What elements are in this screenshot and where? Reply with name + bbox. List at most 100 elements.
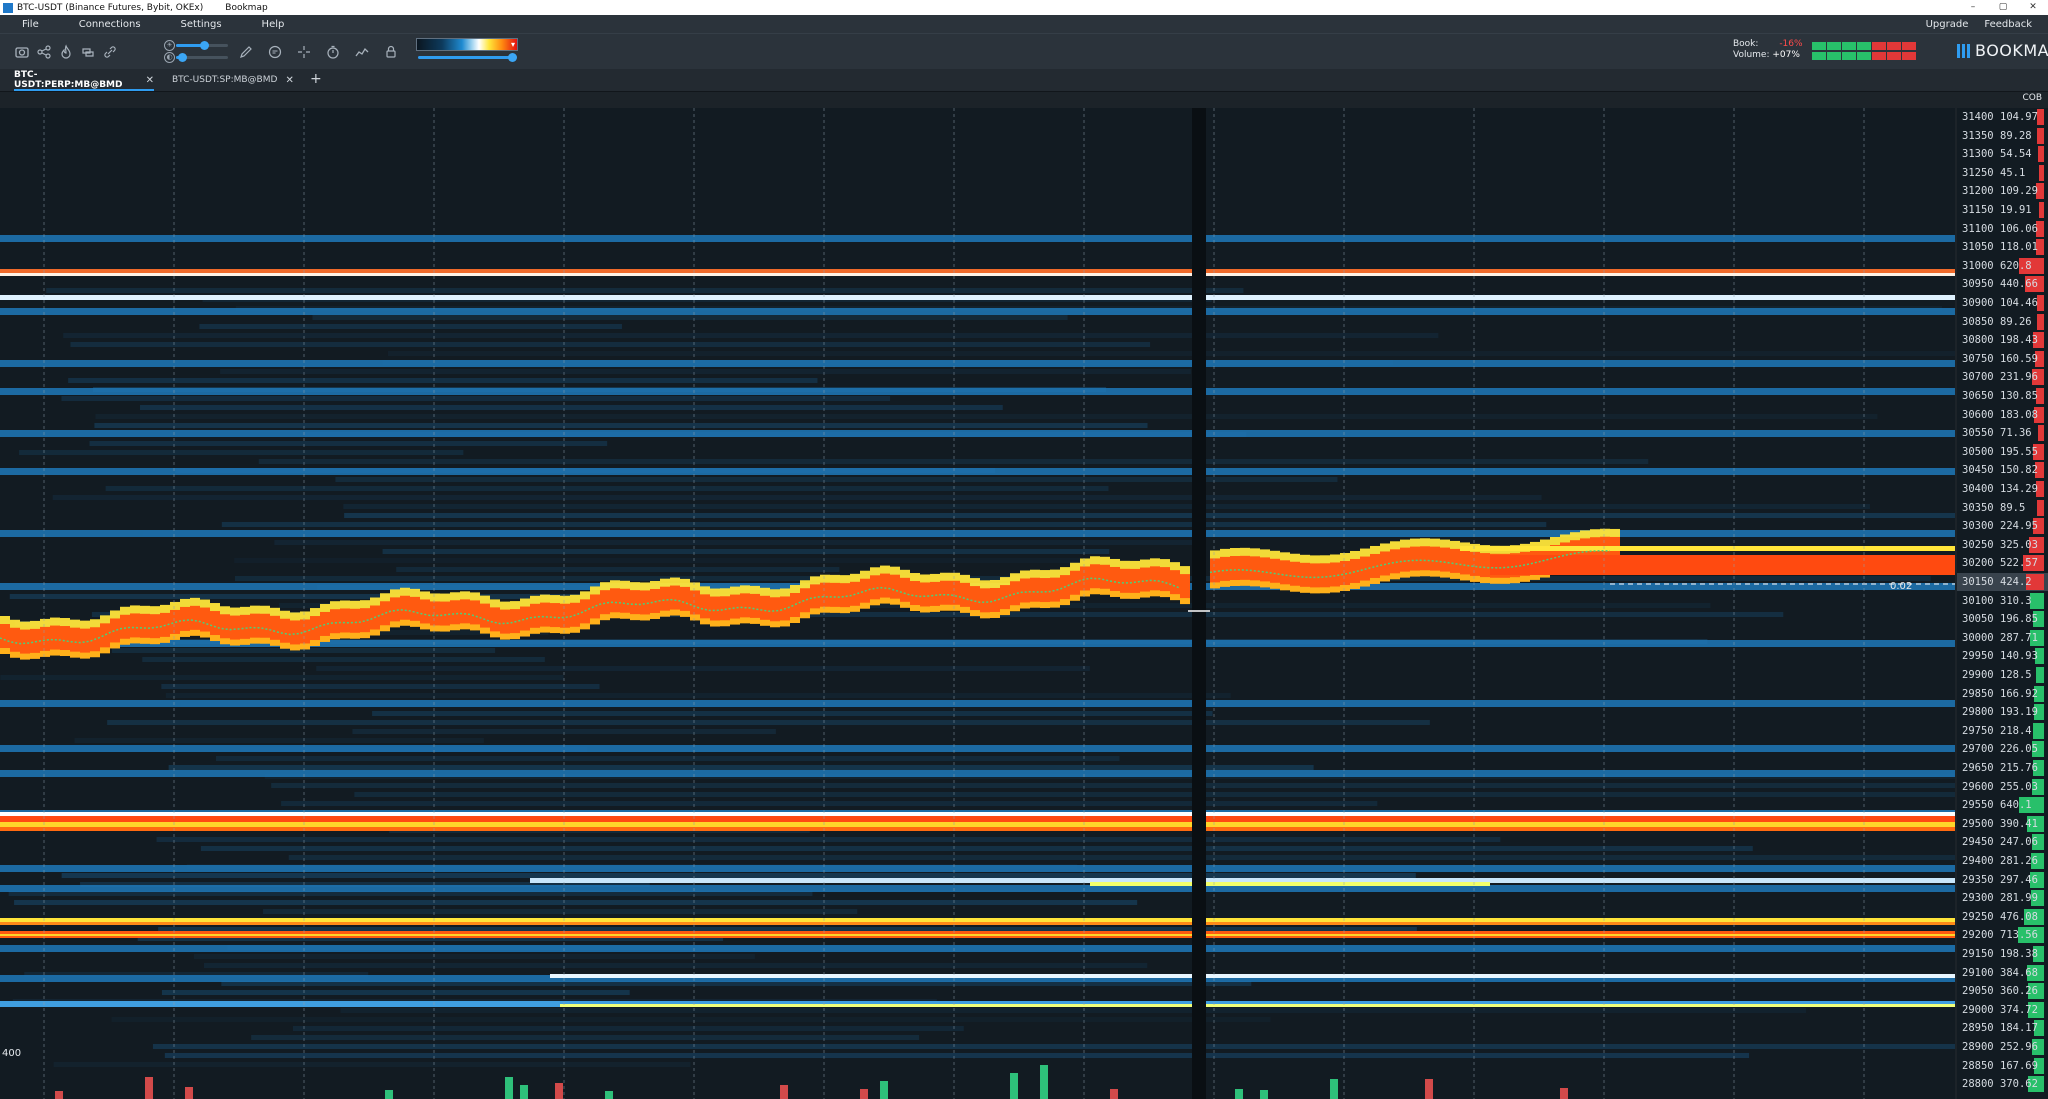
ladder-row[interactable]: 28950 184.17 (1957, 1019, 2048, 1037)
trade-heat (970, 586, 980, 613)
ladder-row[interactable]: 29350 297.46 (1957, 871, 2048, 889)
ladder-row[interactable]: 30200 522.57 (1957, 554, 2048, 572)
ladder-row[interactable]: 30300 224.95 (1957, 517, 2048, 535)
ladder-row[interactable]: 29050 360.26 (1957, 982, 2048, 1000)
ladder-row[interactable]: 30100 310.3 (1957, 592, 2048, 610)
upper-threshold-slider[interactable] (176, 41, 228, 50)
ladder-row[interactable]: 29800 193.19 (1957, 703, 2048, 721)
ladder-row[interactable]: 30550 71.36 (1957, 424, 2048, 442)
close-icon[interactable]: ✕ (285, 74, 294, 86)
ladder-row[interactable]: 31350 89.28 (1957, 127, 2048, 145)
trade-heat (1110, 566, 1120, 593)
ladder-row[interactable]: 30050 196.85 (1957, 610, 2048, 628)
ladder-row[interactable]: 29950 140.93 (1957, 647, 2048, 665)
ladder-row[interactable]: 29900 128.5 (1957, 666, 2048, 684)
ladder-row[interactable]: 29400 281.26 (1957, 852, 2048, 870)
order-book-heatmap[interactable] (0, 108, 1955, 1099)
ladder-row[interactable]: 31300 54.54 (1957, 145, 2048, 163)
crosshair-icon[interactable] (295, 43, 313, 61)
ladder-row[interactable]: 30350 89.5 (1957, 499, 2048, 517)
lower-threshold-slider[interactable] (176, 53, 228, 62)
trade-heat (1410, 546, 1420, 573)
ladder-row[interactable]: 29500 390.41 (1957, 815, 2048, 833)
trade-heat (1130, 592, 1140, 599)
ladder-row[interactable]: 30400 134.29 (1957, 480, 2048, 498)
ladder-row[interactable]: 29250 476.08 (1957, 908, 2048, 926)
trade-heat (720, 620, 730, 627)
lock-icon[interactable] (382, 43, 400, 61)
layers-icon[interactable] (79, 43, 97, 61)
trade-heat (20, 653, 30, 660)
ladder-row[interactable]: 29650 215.76 (1957, 759, 2048, 777)
flame-icon[interactable] (57, 43, 75, 61)
ladder-row[interactable]: 29450 247.06 (1957, 833, 2048, 851)
trade-heat (1590, 529, 1600, 540)
ladder-row[interactable]: 29750 218.4 (1957, 722, 2048, 740)
ladder-row[interactable]: 29850 166.92 (1957, 685, 2048, 703)
add-tab-button[interactable]: + (310, 71, 322, 87)
ladder-row[interactable]: 29700 226.05 (1957, 740, 2048, 758)
maximize-button[interactable]: ▢ (1998, 2, 2008, 12)
trade-heat (1410, 570, 1420, 577)
liquidity-level (387, 351, 1955, 356)
menu-connections[interactable]: Connections (78, 18, 141, 30)
pencil-icon[interactable] (237, 43, 255, 61)
ladder-row[interactable]: 29000 374.72 (1957, 1001, 2048, 1019)
feedback-button[interactable]: Feedback (1984, 18, 2032, 30)
ladder-row[interactable]: 31150 19.91 (1957, 201, 2048, 219)
minimize-button[interactable]: – (1970, 2, 1976, 12)
ladder-row[interactable]: 30500 195.55 (1957, 443, 2048, 461)
ladder-row[interactable]: 30600 183.08 (1957, 406, 2048, 424)
tab-btc-usdt-perp[interactable]: BTC-USDT:PERP:MB@BMD ✕ (14, 69, 154, 91)
ladder-row[interactable]: 31000 620.8 (1957, 257, 2048, 275)
app-name: Bookmap (225, 2, 268, 13)
ladder-row[interactable]: 30000 287.71 (1957, 629, 2048, 647)
ladder-row[interactable]: 30800 198.43 (1957, 331, 2048, 349)
ladder-row[interactable]: 31400 104.97 (1957, 108, 2048, 126)
ladder-row[interactable]: 29600 255.03 (1957, 778, 2048, 796)
ladder-row[interactable]: 30150 424.2 (1957, 573, 2048, 591)
ladder-row[interactable]: 30950 440.66 (1957, 275, 2048, 293)
ladder-row[interactable]: 30850 89.26 (1957, 313, 2048, 331)
ladder-row[interactable]: 30700 231.96 (1957, 368, 2048, 386)
ladder-row[interactable]: 31100 106.06 (1957, 220, 2048, 238)
ladder-row[interactable]: 31250 45.1 (1957, 164, 2048, 182)
camera-icon[interactable] (13, 43, 31, 61)
ladder-row[interactable]: 29200 713.56 (1957, 926, 2048, 944)
ask-size-bar (2036, 109, 2044, 125)
heatmap-color-palette-select[interactable]: ▾ (416, 38, 518, 51)
stopwatch-icon[interactable] (324, 43, 342, 61)
ladder-row[interactable]: 28900 252.96 (1957, 1038, 2048, 1056)
close-window-button[interactable]: ✕ (2029, 2, 2037, 12)
ladder-row[interactable]: 28850 167.69 (1957, 1057, 2048, 1075)
ladder-row[interactable]: 30450 150.82 (1957, 461, 2048, 479)
menu-file[interactable]: File (22, 18, 39, 30)
ladder-row[interactable]: 30900 104.46 (1957, 294, 2048, 312)
trade-heat (790, 617, 800, 624)
palette-range-slider[interactable] (418, 53, 517, 62)
close-icon[interactable]: ✕ (145, 74, 154, 86)
ladder-row[interactable]: 30650 130.85 (1957, 387, 2048, 405)
ladder-price: 30550 (1962, 427, 1994, 440)
ladder-row[interactable]: 31200 109.29 (1957, 182, 2048, 200)
ladder-row[interactable]: 29150 198.38 (1957, 945, 2048, 963)
ladder-row[interactable]: 31050 118.01 (1957, 238, 2048, 256)
ladder-row[interactable]: 28800 370.62 (1957, 1075, 2048, 1093)
ladder-row[interactable]: 30250 325.03 (1957, 536, 2048, 554)
ladder-price: 31250 (1962, 166, 1994, 179)
ladder-row[interactable]: 29100 384.68 (1957, 964, 2048, 982)
trade-heat (1170, 594, 1180, 601)
price-ladder[interactable]: 31400 104.97 31350 89.28 31300 54.54 31250 45.1… (1957, 108, 2048, 1099)
link-icon[interactable] (101, 43, 119, 61)
menu-settings[interactable]: Settings (180, 18, 222, 30)
liquidity-level (372, 711, 1213, 716)
indicators-icon[interactable] (353, 43, 371, 61)
ladder-row[interactable]: 29550 640.1 (1957, 796, 2048, 814)
ladder-row[interactable]: 30750 160.59 (1957, 350, 2048, 368)
chat-icon[interactable] (266, 43, 284, 61)
menu-help[interactable]: Help (261, 18, 285, 30)
tab-btc-usdt-spot[interactable]: BTC-USDT:SP:MB@BMD ✕ (172, 69, 302, 91)
ladder-row[interactable]: 29300 281.99 (1957, 889, 2048, 907)
share-icon[interactable] (35, 43, 53, 61)
upgrade-button[interactable]: Upgrade (1925, 18, 1969, 30)
